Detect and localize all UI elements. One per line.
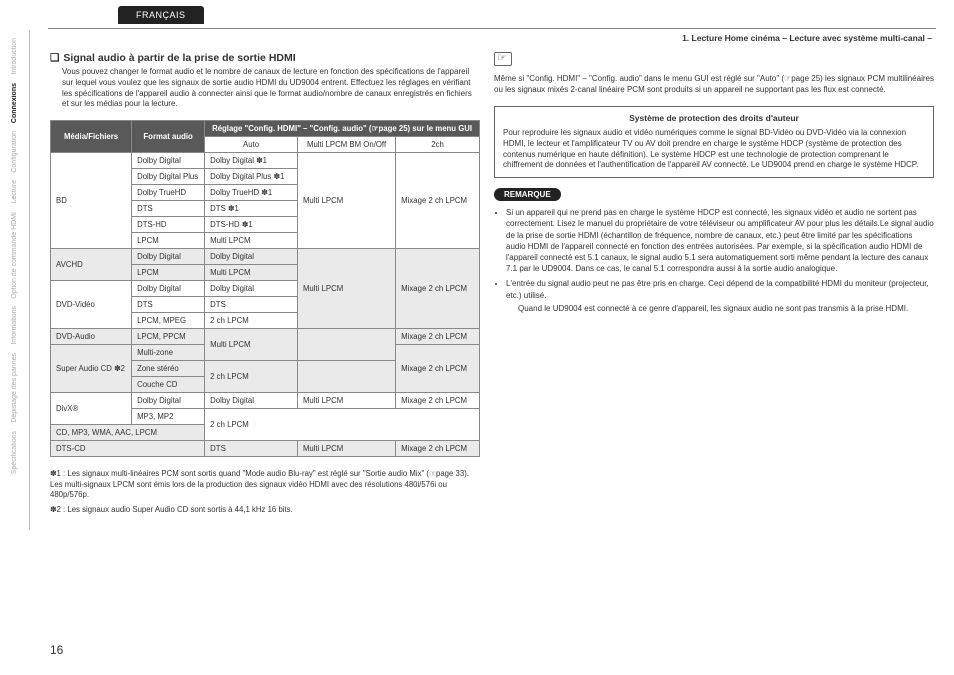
td: Mixage 2 ch LPCM xyxy=(396,393,480,409)
td: Dolby Digital xyxy=(205,393,298,409)
td-dvda: DVD-Audio xyxy=(51,329,132,345)
page-number: 16 xyxy=(50,643,63,657)
th-media: Média/Fichiers xyxy=(51,121,132,153)
sidebar-item-informations[interactable]: Informations xyxy=(11,306,18,345)
td: 2 ch LPCM xyxy=(205,409,480,441)
top-divider xyxy=(48,28,936,29)
td: Zone stéréo xyxy=(132,361,205,377)
td: Mixage 2 ch LPCM xyxy=(396,249,480,329)
td-dvdv: DVD-Vidéo xyxy=(51,281,132,329)
right-intro-paragraph: Même si "Config. HDMI" – "Config. audio"… xyxy=(494,74,934,96)
td: DTS xyxy=(205,297,298,313)
td: Multi LPCM xyxy=(297,441,395,457)
td: Dolby Digital xyxy=(132,153,205,169)
td: Mixage 2 ch LPCM xyxy=(396,345,480,393)
td: Multi LPCM xyxy=(205,329,298,361)
td: DTS-HD xyxy=(132,217,205,233)
td: DTS xyxy=(205,441,298,457)
bullet-1: Si un appareil qui ne prend pas en charg… xyxy=(506,207,934,274)
sidebar-item-specifications[interactable]: Spécifications xyxy=(11,431,18,474)
bullet-2-sub: Quand le UD9004 est connecté à ce genre … xyxy=(518,303,934,314)
sidebar-nav: Introduction Connexions Configuration Le… xyxy=(0,30,30,530)
td: MP3, MP2 xyxy=(132,409,205,425)
copyright-box: Système de protection des droits d'auteu… xyxy=(494,106,934,179)
td: Dolby Digital xyxy=(132,249,205,265)
sidebar-item-hdmi[interactable]: Option de commande HDMI xyxy=(11,212,18,299)
th-2ch: 2ch xyxy=(396,137,480,153)
footnote-2: ✽2 : Les signaux audio Super Audio CD so… xyxy=(50,505,480,516)
td: Multi LPCM xyxy=(205,265,298,281)
note-hand-icon xyxy=(494,52,512,66)
td: Dolby Digital xyxy=(132,281,205,297)
remark-badge: REMARQUE xyxy=(494,188,561,201)
td: Mixage 2 ch LPCM xyxy=(396,441,480,457)
footnotes: ✽1 : Les signaux multi-linéaires PCM son… xyxy=(50,469,480,515)
bullet-2: L'entrée du signal audio peut ne pas êtr… xyxy=(506,278,934,314)
sidebar-item-connexions[interactable]: Connexions xyxy=(11,83,18,123)
td: DTS xyxy=(132,297,205,313)
th-setting: Réglage "Config. HDMI" – "Config. audio"… xyxy=(205,121,480,137)
td: Dolby TrueHD xyxy=(132,185,205,201)
td: Couche CD xyxy=(132,377,205,393)
th-auto: Auto xyxy=(205,137,298,153)
intro-paragraph: Vous pouvez changer le format audio et l… xyxy=(62,67,480,110)
td: Multi LPCM xyxy=(297,393,395,409)
td: LPCM xyxy=(132,265,205,281)
audio-format-table: Média/Fichiers Format audio Réglage "Con… xyxy=(50,120,480,457)
td: Mixage 2 ch LPCM xyxy=(396,329,480,345)
td: Multi LPCM xyxy=(297,249,395,329)
sidebar-item-introduction[interactable]: Introduction xyxy=(11,38,18,75)
breadcrumb: 1. Lecture Home cinéma – Lecture avec sy… xyxy=(682,33,932,43)
td-avchd: AVCHD xyxy=(51,249,132,281)
td: Dolby Digital xyxy=(205,281,298,297)
right-column: Même si "Config. HDMI" – "Config. audio"… xyxy=(494,52,934,318)
td: Mixage 2 ch LPCM xyxy=(396,153,480,249)
square-bullet-icon: ❏ xyxy=(50,52,59,64)
td: 2 ch LPCM xyxy=(205,361,298,393)
th-format: Format audio xyxy=(132,121,205,153)
copyright-box-title: Système de protection des droits d'auteu… xyxy=(503,113,925,124)
td: Dolby Digital ✽1 xyxy=(205,153,298,169)
copyright-box-body: Pour reproduire les signaux audio et vid… xyxy=(503,128,925,171)
td: Dolby Digital xyxy=(132,393,205,409)
sidebar-item-lecture[interactable]: Lecture xyxy=(11,180,18,203)
td: DTS-HD ✽1 xyxy=(205,217,298,233)
section-title: ❏ Signal audio à partir de la prise de so… xyxy=(50,52,480,64)
bullet-2-text: L'entrée du signal audio peut ne pas êtr… xyxy=(506,279,929,299)
section-title-text: Signal audio à partir de la prise de sor… xyxy=(63,52,295,64)
sidebar-item-configuration[interactable]: Configuration xyxy=(11,131,18,173)
td-divx: DivX® xyxy=(51,393,132,425)
td: Multi-zone xyxy=(132,345,205,361)
td-cdmp3: CD, MP3, WMA, AAC, LPCM xyxy=(51,425,205,441)
remark-bullets: Si un appareil qui ne prend pas en charg… xyxy=(494,207,934,314)
left-column: ❏ Signal audio à partir de la prise de so… xyxy=(50,52,480,519)
td: Dolby TrueHD ✽1 xyxy=(205,185,298,201)
td xyxy=(297,361,395,393)
td: DTS ✽1 xyxy=(205,201,298,217)
td: Dolby Digital xyxy=(205,249,298,265)
td: LPCM, MPEG xyxy=(132,313,205,329)
td-bd: BD xyxy=(51,153,132,249)
td: Dolby Digital Plus ✽1 xyxy=(205,169,298,185)
language-tab: FRANÇAIS xyxy=(118,6,204,24)
th-multi: Multi LPCM BM On/Off xyxy=(297,137,395,153)
td: Multi LPCM xyxy=(297,153,395,249)
td-dtscd: DTS-CD xyxy=(51,441,205,457)
footnote-1: ✽1 : Les signaux multi-linéaires PCM son… xyxy=(50,469,480,501)
td xyxy=(297,329,395,361)
sidebar-item-depistage[interactable]: Dépistage des pannes xyxy=(11,353,18,423)
td: Dolby Digital Plus xyxy=(132,169,205,185)
td: DTS xyxy=(132,201,205,217)
td: 2 ch LPCM xyxy=(205,313,298,329)
td: LPCM, PPCM xyxy=(132,329,205,345)
td: LPCM xyxy=(132,233,205,249)
td-sacd: Super Audio CD ✽2 xyxy=(51,345,132,393)
td: Multi LPCM xyxy=(205,233,298,249)
